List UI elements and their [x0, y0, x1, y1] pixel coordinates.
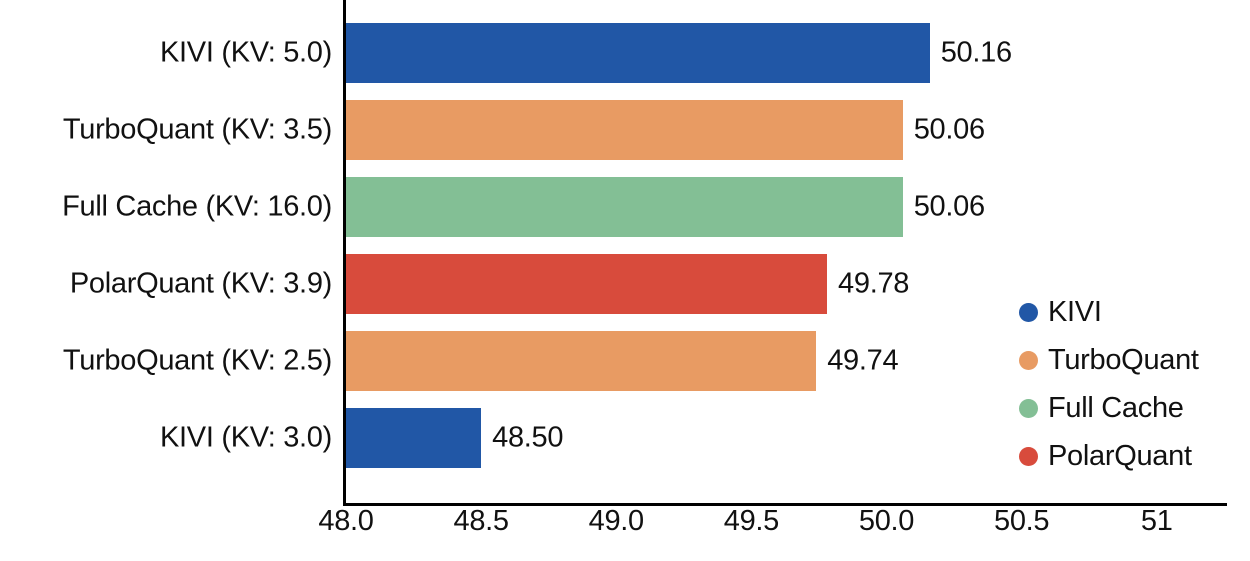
legend-label: Full Cache	[1048, 391, 1184, 424]
legend-label: KIVI	[1048, 295, 1102, 328]
x-tick-label: 49.0	[588, 505, 645, 537]
bar	[346, 408, 482, 468]
legend-item: KIVI	[1019, 288, 1199, 336]
value-label: 48.50	[492, 421, 564, 454]
x-tick-label: 48.0	[318, 505, 374, 537]
legend-marker-dot-icon	[1019, 302, 1038, 322]
x-axis-line	[343, 503, 1227, 506]
x-tick-label: 49.5	[723, 505, 780, 537]
x-tick-label: 50.0	[858, 505, 915, 537]
value-label: 49.74	[827, 344, 899, 377]
bar	[346, 23, 930, 83]
bar	[346, 254, 828, 314]
category-label: KIVI (KV: 5.0)	[159, 36, 332, 69]
category-label: Full Cache (KV: 16.0)	[62, 190, 332, 223]
legend-label: TurboQuant	[1048, 343, 1199, 376]
value-label: 50.06	[913, 190, 985, 223]
bar	[346, 100, 903, 160]
legend-marker-dot-icon	[1019, 446, 1038, 466]
category-label: KIVI (KV: 3.0)	[159, 421, 332, 454]
category-label: TurboQuant (KV: 3.5)	[62, 113, 332, 146]
x-tick-label: 50.5	[993, 505, 1050, 537]
bar	[346, 331, 817, 391]
value-label: 50.06	[913, 113, 985, 146]
legend: KIVI TurboQuant Full Cache PolarQuant	[1019, 288, 1199, 480]
legend-item: TurboQuant	[1019, 336, 1199, 384]
x-tick-label: 51	[1140, 505, 1173, 537]
legend-label: PolarQuant	[1048, 439, 1192, 472]
legend-item: PolarQuant	[1019, 432, 1199, 480]
bar	[346, 177, 903, 237]
y-axis-line	[343, 0, 346, 506]
value-label: 50.16	[940, 36, 1012, 69]
x-tick-label: 48.5	[453, 505, 509, 537]
category-label: PolarQuant (KV: 3.9)	[69, 267, 332, 300]
legend-marker-dot-icon	[1019, 350, 1038, 370]
legend-item: Full Cache	[1019, 384, 1199, 432]
legend-marker-dot-icon	[1019, 398, 1038, 418]
value-label: 49.78	[838, 267, 910, 300]
category-label: TurboQuant (KV: 2.5)	[62, 344, 332, 377]
